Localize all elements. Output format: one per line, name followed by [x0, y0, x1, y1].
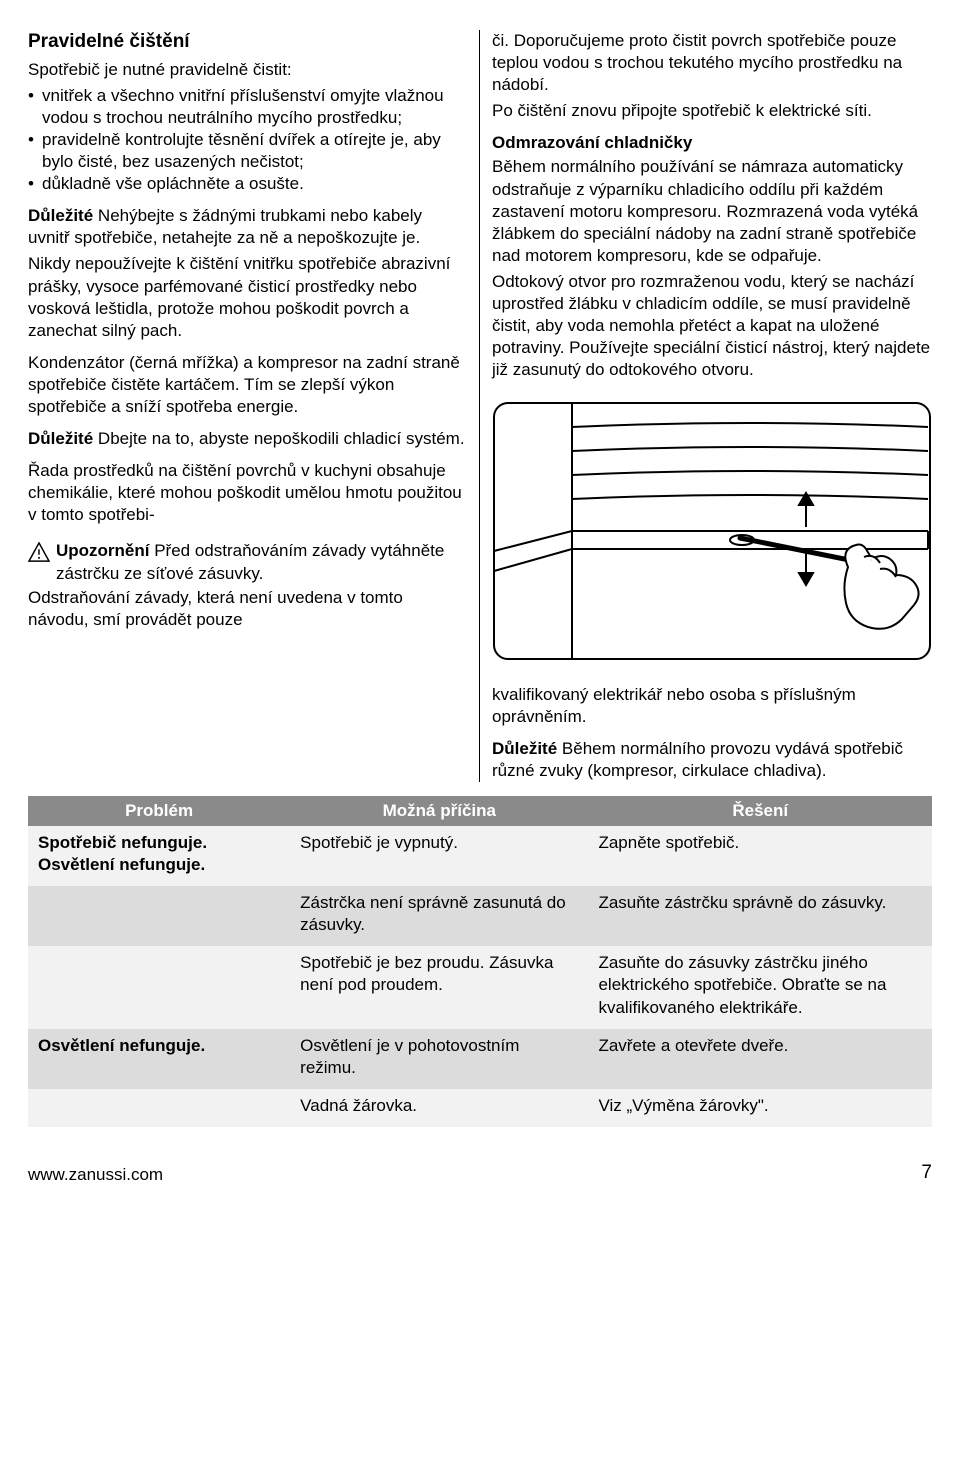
heading-defrost: Odmrazování chladničky	[492, 132, 932, 154]
table-row: Spotřebič je bez proudu. Zásuvka není po…	[28, 946, 932, 1028]
cell-cause: Spotřebič je bez proudu. Zásuvka není po…	[290, 946, 588, 1028]
table-row: Vadná žárovka. Viz „Výměna žárovky".	[28, 1089, 932, 1127]
intro-text: Spotřebič je nutné pravidelně čistit:	[28, 59, 467, 81]
warning-block: Upozornění Před odstraňováním závady vyt…	[28, 540, 467, 584]
cell-solution: Zasuňte zástrčku správně do zásuvky.	[588, 886, 932, 946]
paragraph: Po čištění znovu připojte spotřebič k el…	[492, 100, 932, 122]
footer-url: www.zanussi.com	[28, 1164, 163, 1186]
important-1: Důležité Nehýbejte s žádnými trubkami ne…	[28, 205, 467, 249]
paragraph: či. Doporučujeme proto čistit povrch spo…	[492, 30, 932, 96]
warning-label: Upozornění	[56, 541, 150, 560]
warning-icon	[28, 542, 50, 562]
cell-problem	[28, 1089, 290, 1127]
cell-problem: Spotřebič nefunguje. Osvětlení nefunguje…	[28, 826, 290, 886]
important-text: Dbejte na to, abyste nepoškodili chladic…	[93, 429, 464, 448]
right-column: či. Doporučujeme proto čistit povrch spo…	[480, 30, 932, 782]
paragraph: Během normálního používání se námraza au…	[492, 156, 932, 266]
cell-cause: Spotřebič je vypnutý.	[290, 826, 588, 886]
important-3: Důležité Během normálního provozu vydává…	[492, 738, 932, 782]
list-item: pravidelně kontrolujte těsnění dvířek a …	[28, 129, 467, 173]
th-cause: Možná příčina	[290, 796, 588, 826]
paragraph: Nikdy nepoužívejte k čištění vnitřku spo…	[28, 253, 467, 341]
important-label: Důležité	[28, 206, 93, 225]
troubleshooting-table: Problém Možná příčina Řešení Spotřebič n…	[28, 796, 932, 1127]
cell-cause: Zástrčka není správně zasunutá do zásuvk…	[290, 886, 588, 946]
cell-cause: Osvětlení je v pohotovostním režimu.	[290, 1029, 588, 1089]
important-label: Důležité	[28, 429, 93, 448]
cell-solution: Zasuňte do zásuvky zástrčku jiného elekt…	[588, 946, 932, 1028]
page-footer: www.zanussi.com 7	[28, 1161, 932, 1186]
paragraph: Řada prostředků na čištění povrchů v kuc…	[28, 460, 467, 526]
th-problem: Problém	[28, 796, 290, 826]
cell-problem	[28, 886, 290, 946]
table-row: Zástrčka není správně zasunutá do zásuvk…	[28, 886, 932, 946]
cell-solution: Viz „Výměna žárovky".	[588, 1089, 932, 1127]
paragraph: Odstraňování závady, která není uvedena …	[28, 587, 467, 631]
table-header-row: Problém Možná příčina Řešení	[28, 796, 932, 826]
bullet-list: vnitřek a všechno vnitřní příslušenství …	[28, 85, 467, 195]
list-item: důkladně vše opláchněte a osušte.	[28, 173, 467, 195]
paragraph: kvalifikovaný elektrikář nebo osoba s př…	[492, 684, 932, 728]
cell-problem: Osvětlení nefunguje.	[28, 1029, 290, 1089]
drain-cleaning-illustration	[492, 401, 932, 661]
page-number: 7	[921, 1161, 932, 1186]
warning-text-wrap: Upozornění Před odstraňováním závady vyt…	[56, 540, 467, 584]
table-row: Spotřebič nefunguje. Osvětlení nefunguje…	[28, 826, 932, 886]
list-item: vnitřek a všechno vnitřní příslušenství …	[28, 85, 467, 129]
cell-problem	[28, 946, 290, 1028]
cell-solution: Zavřete a otevřete dveře.	[588, 1029, 932, 1089]
important-label: Důležité	[492, 739, 557, 758]
table-row: Osvětlení nefunguje. Osvětlení je v poho…	[28, 1029, 932, 1089]
th-solution: Řešení	[588, 796, 932, 826]
heading-cleaning: Pravidelné čištění	[28, 30, 467, 55]
cell-cause: Vadná žárovka.	[290, 1089, 588, 1127]
cell-solution: Zapněte spotřebič.	[588, 826, 932, 886]
left-column: Pravidelné čištění Spotřebič je nutné pr…	[28, 30, 480, 782]
upper-columns: Pravidelné čištění Spotřebič je nutné pr…	[28, 30, 932, 782]
paragraph: Odtokový otvor pro rozmraženou vodu, kte…	[492, 271, 932, 381]
paragraph: Kondenzátor (černá mřížka) a kompresor n…	[28, 352, 467, 418]
important-2: Důležité Dbejte na to, abyste nepoškodil…	[28, 428, 467, 450]
